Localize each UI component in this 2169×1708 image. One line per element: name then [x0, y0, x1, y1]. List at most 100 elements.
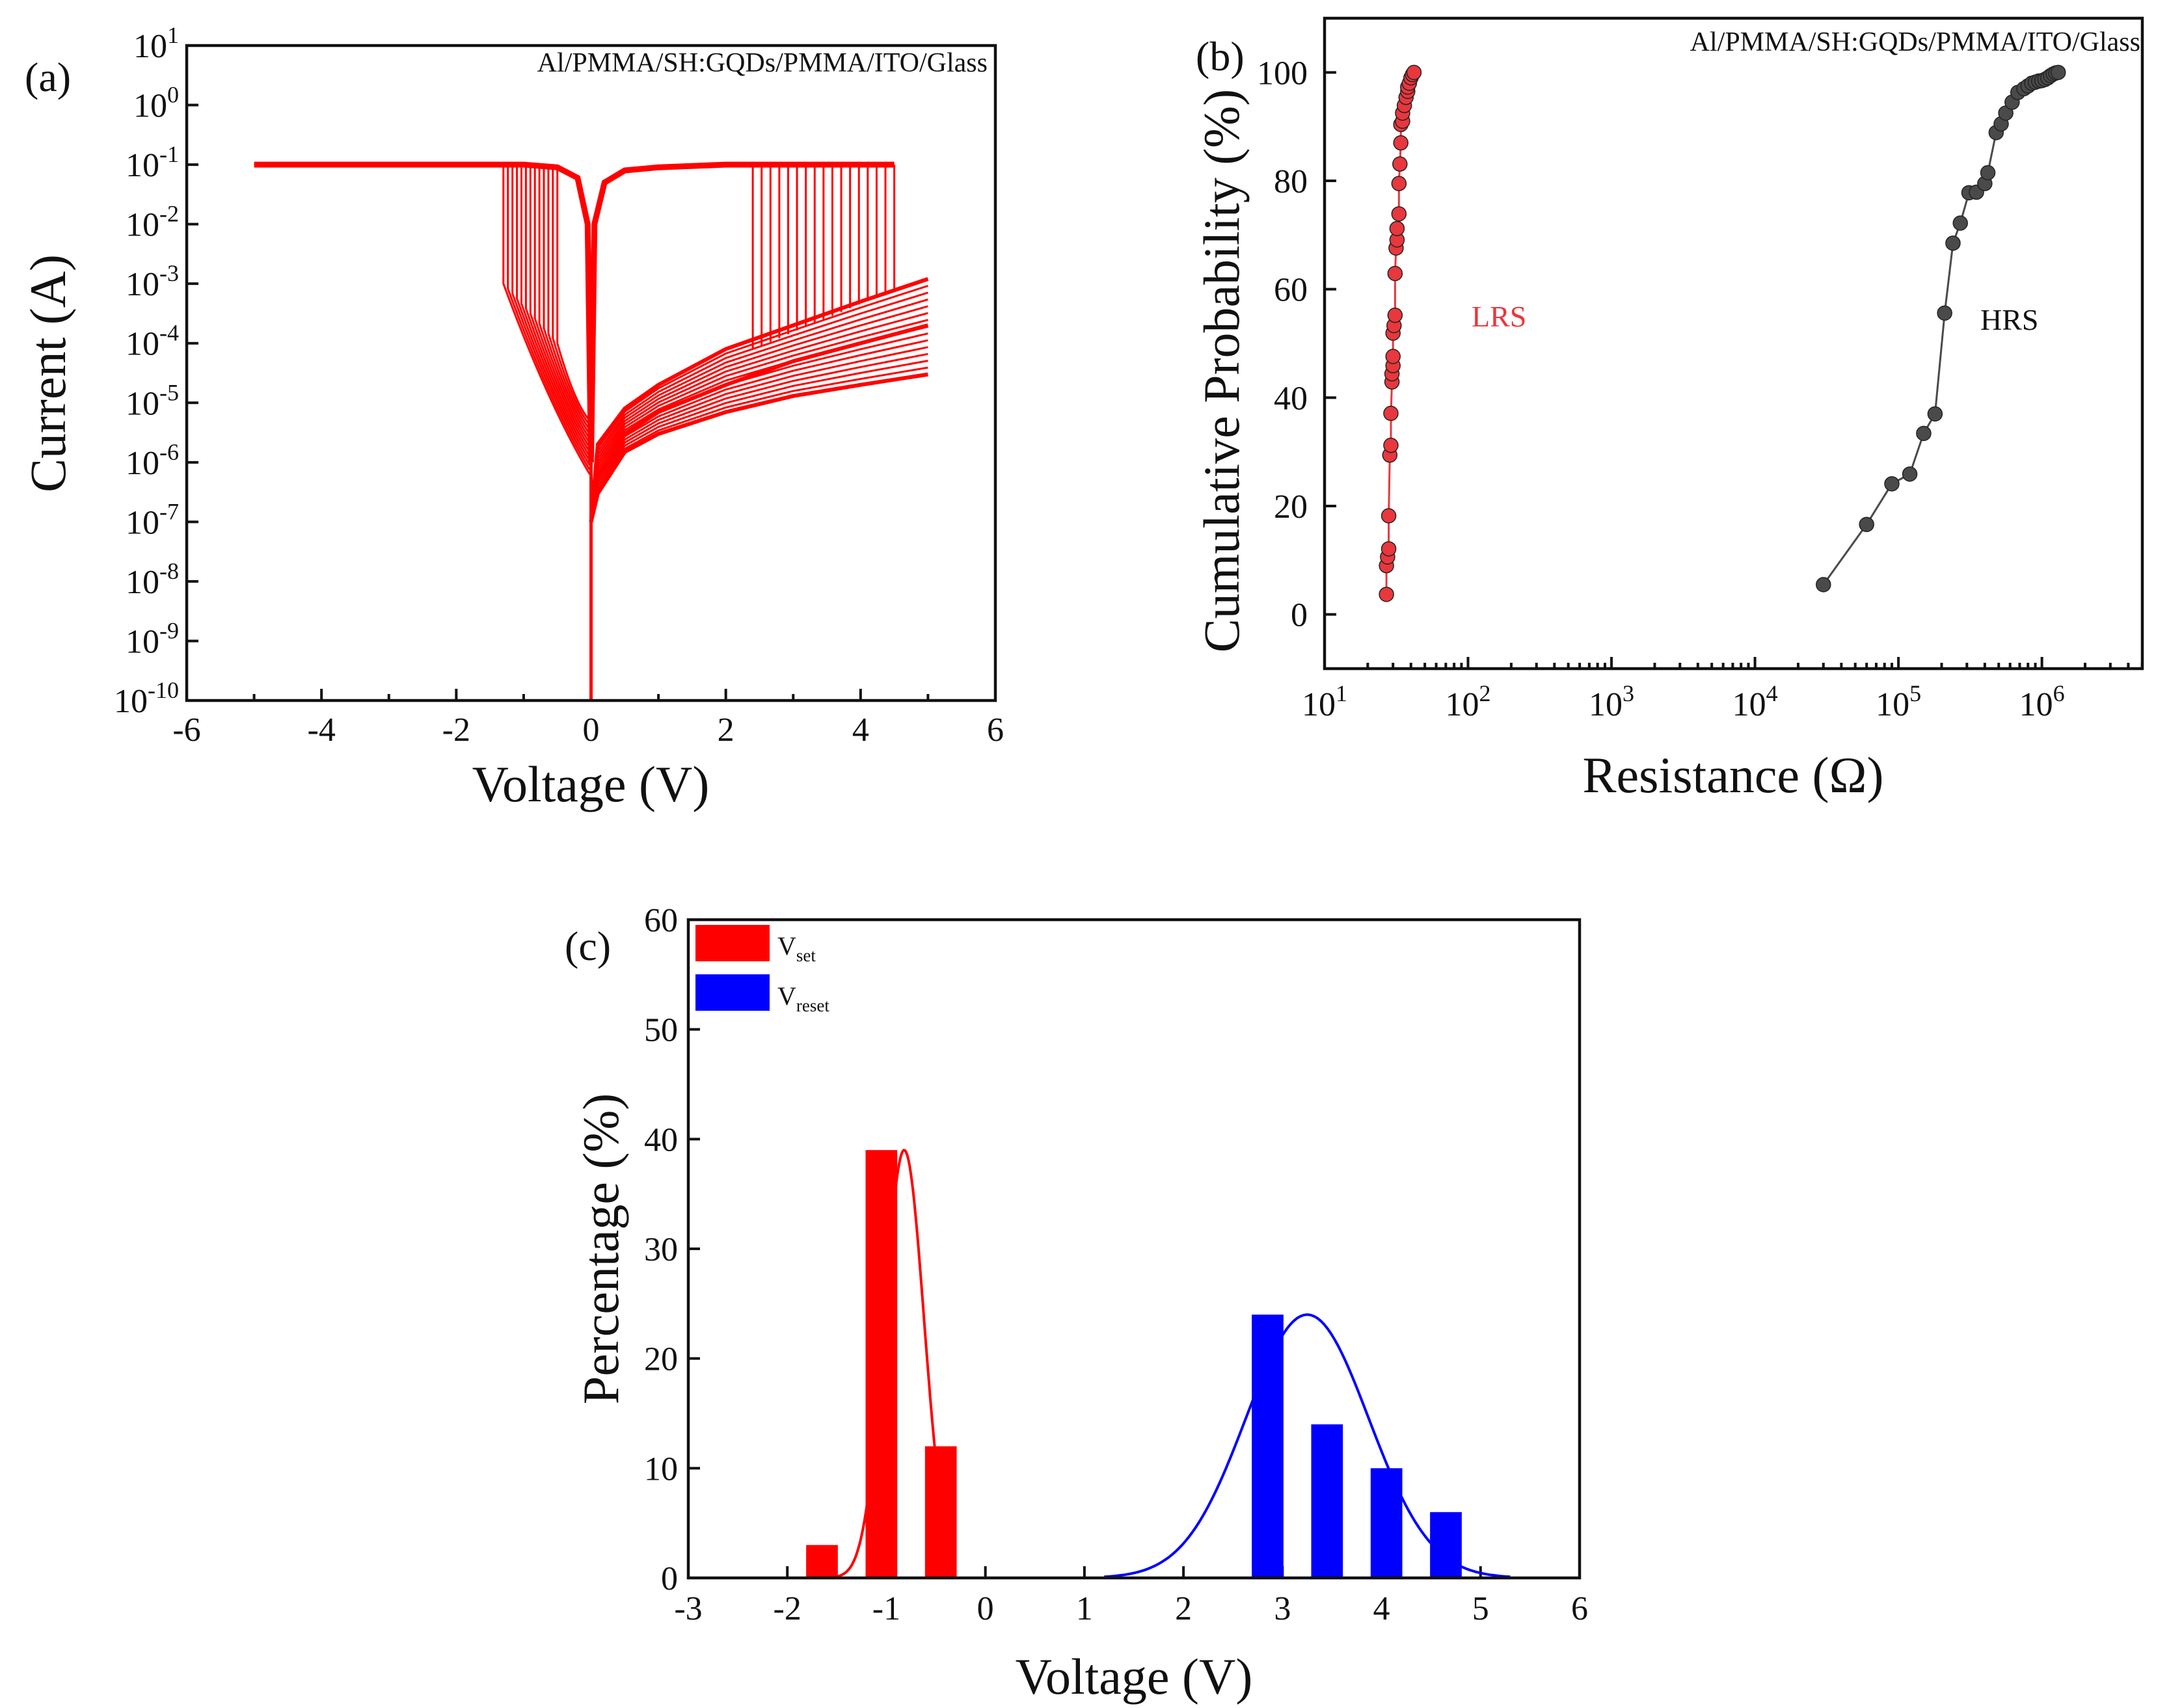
c-ytick-label: 40 [644, 1121, 678, 1158]
a-ytick-label: 10-6 [126, 439, 179, 482]
a-hrs-trace [590, 366, 928, 522]
a-ytick-label: 10-10 [114, 677, 179, 720]
a-hrs-trace [590, 353, 928, 522]
c-xtick-label: -3 [674, 1590, 702, 1627]
c-ytick-label: 10 [644, 1450, 678, 1488]
a-ytick-label: 10-5 [126, 379, 179, 422]
c-xtick-label: 5 [1472, 1590, 1489, 1627]
a-ytick-label: 10-8 [126, 558, 179, 601]
a-xtick-label: 6 [987, 712, 1004, 749]
b-point-hrs [1916, 425, 1932, 442]
c-xtick-label: 6 [1571, 1590, 1588, 1627]
c-xtick-label: -1 [872, 1590, 900, 1627]
c-bar-vreset [1430, 1512, 1462, 1578]
c-ytick-label: 50 [644, 1012, 678, 1049]
b-point-hrs [1859, 516, 1874, 533]
c-xtick-label: 2 [1175, 1590, 1192, 1627]
b-xtick-label: 102 [1446, 680, 1491, 723]
a-ytick-label: 101 [133, 22, 179, 65]
a-ytick-label: 100 [133, 82, 179, 125]
b-xtick-label: 105 [1876, 680, 1921, 723]
c-bar-vreset [1252, 1314, 1284, 1578]
b-ytick-label: 20 [1274, 488, 1308, 526]
a-hrs-trace [590, 291, 928, 522]
b-point-hrs [1884, 476, 1900, 492]
a-ytick-label: 10-3 [126, 260, 179, 303]
hrs-label: HRS [1980, 303, 2038, 336]
panel-c-label: (c) [565, 923, 611, 969]
b-point-hrs [2051, 64, 2066, 81]
c-xtick-label: 3 [1274, 1590, 1291, 1627]
a-set-trace [552, 165, 591, 426]
c-ytick-label: 60 [644, 902, 678, 939]
b-point-lrs [1383, 405, 1399, 421]
legend-vset-swatch [695, 925, 770, 961]
b-point-hrs [1937, 305, 1952, 321]
a-xtick-label: 0 [583, 712, 600, 749]
panel-a-ticks: -6 -4 -2 0 2 4 6 101 100 10-1 10-2 10-3 10-4 10-5 10-6… [114, 22, 1004, 749]
a-set-trace [538, 165, 591, 440]
b-point-lrs [1389, 220, 1405, 237]
a-hrs-trace [590, 319, 928, 522]
a-xtick-label: -4 [308, 712, 336, 749]
c-fit-vreset [1104, 1313, 1511, 1579]
panel-a-title: Al/PMMA/SH:GQDs/PMMA/ITO/Glass [537, 48, 988, 78]
c-xtick-label: 4 [1373, 1590, 1390, 1627]
a-set-trace [502, 165, 591, 475]
a-hrs-trace [590, 346, 928, 522]
panel-b-title: Al/PMMA/SH:GQDs/PMMA/ITO/Glass [1690, 27, 2140, 57]
legend-vreset-label: Vreset [777, 981, 829, 1015]
a-hrs-trace [590, 305, 928, 522]
panel-b-label: (b) [1196, 33, 1245, 79]
panel-b: (b) Al/PMMA/SH:GQDs/PMMA/ITO/Glass 101 10… [1178, 16, 2147, 808]
b-point-lrs [1383, 437, 1399, 453]
panel-c-xlabel: Voltage (V) [1016, 1648, 1253, 1705]
b-point-lrs [1385, 349, 1401, 364]
legend-vset-label: Vset [777, 931, 816, 965]
c-bar-vreset [1370, 1468, 1403, 1578]
a-ytick-label: 10-1 [126, 141, 179, 184]
a-hrs-trace [590, 325, 928, 522]
panel-c-ylabel: Percentage (%) [573, 1093, 629, 1405]
a-xtick-label: 4 [852, 712, 869, 749]
b-ytick-label: 80 [1274, 163, 1308, 200]
b-point-lrs [1391, 176, 1407, 191]
b-ytick-label: 0 [1291, 597, 1308, 634]
c-xtick-label: 0 [977, 1590, 994, 1627]
c-xtick-label: -2 [774, 1590, 802, 1627]
b-point-lrs [1393, 135, 1408, 151]
b-xtick-label: 101 [1302, 680, 1347, 723]
c-ytick-label: 0 [661, 1560, 678, 1597]
a-ytick-label: 10-4 [126, 320, 179, 363]
a-series-0 [254, 161, 895, 462]
b-xtick-label: 106 [2019, 680, 2065, 723]
c-bar-vreset [1311, 1424, 1343, 1578]
b-point-lrs [1381, 508, 1397, 524]
a-hrs-trace [590, 312, 928, 522]
a-ytick-label: 10-9 [126, 617, 179, 660]
b-point-lrs [1406, 64, 1422, 81]
panel-b-frame [1323, 16, 2144, 671]
a-hrs-trace [590, 339, 928, 522]
b-xtick-label: 103 [1589, 680, 1634, 723]
a-set-trace [524, 165, 591, 453]
b-point-hrs [1902, 466, 1918, 482]
a-set-trace [547, 165, 591, 431]
b-point-hrs [1952, 215, 1968, 231]
b-point-lrs [1379, 587, 1394, 602]
panel-b-ticks: 101 102 103 104 105 106 0 20 40 60 80 100 [1257, 55, 2144, 723]
c-xtick-label: 1 [1076, 1590, 1093, 1627]
panel-a: (a) Al/PMMA/SH:GQDs/PMMA/ITO/Glass -6 -4-… [20, 22, 1012, 812]
b-point-lrs [1381, 541, 1397, 557]
c-fit-vset [816, 1149, 957, 1579]
a-hrs-trace [590, 332, 928, 522]
b-xtick-label: 104 [1732, 680, 1778, 723]
panel-c-frame [686, 918, 1582, 1580]
a-hrs-trace [590, 360, 928, 522]
panel-b-xlabel: Resistance (Ω) [1583, 747, 1884, 803]
a-ytick-label: 10-7 [126, 498, 179, 541]
panel-a-label: (a) [25, 54, 71, 100]
panel-a-xlabel: Voltage (V) [472, 756, 710, 812]
